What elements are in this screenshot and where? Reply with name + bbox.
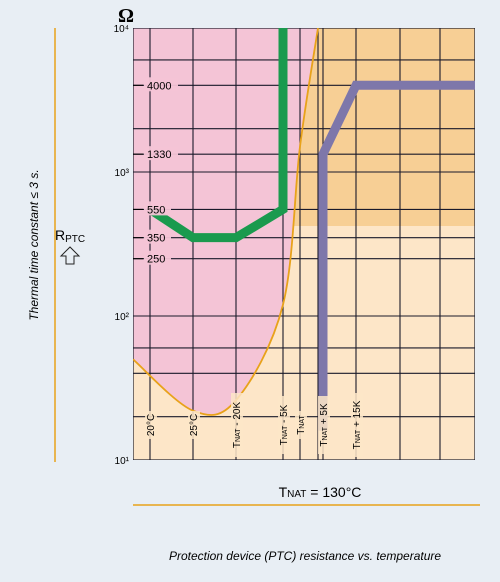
x-tick-tm20: TNAT - 20K [231, 393, 243, 457]
y-value-tick-label: 550 [147, 204, 165, 216]
y-decade-tick-label: 10⁴ [114, 24, 129, 35]
x-tick-t25: 25°C [188, 411, 200, 439]
up-arrow-icon [59, 246, 81, 265]
y-value-tick-250: 250 [133, 250, 171, 266]
series-green-line [147, 28, 288, 243]
y-value-tick-550: 550 [133, 201, 171, 216]
x-tick-t20: 20°C [145, 411, 157, 439]
y-axis-label-sub: PTC [65, 234, 85, 245]
y-value-tick-label: 350 [147, 233, 165, 245]
x-tick-label: 25°C [189, 414, 200, 436]
x-tick-label: TNAT [296, 414, 307, 434]
thermal-time-constant-note: Thermal time constant ≤ 3 s. [27, 169, 41, 320]
y-value-tick-350: 350 [133, 229, 171, 245]
x-tick-tn: TNAT [295, 411, 307, 439]
x-tick-tp5: TNAT + 5K [318, 396, 330, 454]
series-purple-line [318, 80, 475, 431]
series-orange-curve [133, 28, 319, 416]
x-tick-label: TNAT + 5K [319, 403, 330, 447]
x-tick-label: 20°C [146, 414, 157, 436]
y-decade-tick-label: 10³ [115, 168, 130, 179]
x-tick-label: TNAT - 20K [232, 402, 243, 449]
y-axis-label: RPTC [55, 227, 85, 265]
y-value-tick-1330: 1330 [133, 146, 178, 161]
figure-caption: Protection device (PTC) resistance vs. t… [169, 549, 441, 563]
x-tick-label: TNAT + 15K [352, 400, 363, 449]
y-axis-label-main: R [55, 227, 65, 243]
y-value-tick-label: 4000 [147, 80, 171, 92]
x-tick-label: TNAT - 5K [279, 404, 290, 445]
y-decade-tick-label: 10¹ [115, 456, 130, 467]
pink-region [133, 28, 318, 416]
y-decade-tick-label: 10² [115, 312, 130, 323]
x-tick-tm5: TNAT - 5K [278, 396, 290, 454]
svg-text:RPTC: RPTC [55, 227, 85, 245]
y-value-tick-label: 250 [147, 254, 165, 266]
y-value-tick-4000: 4000 [133, 77, 178, 92]
y-unit-symbol: Ω [118, 5, 134, 27]
y-value-tick-label: 1330 [147, 149, 171, 161]
x-tick-tp15: TNAT + 15K [351, 393, 363, 457]
tnat-note: TNAT = 130°C [279, 484, 362, 500]
